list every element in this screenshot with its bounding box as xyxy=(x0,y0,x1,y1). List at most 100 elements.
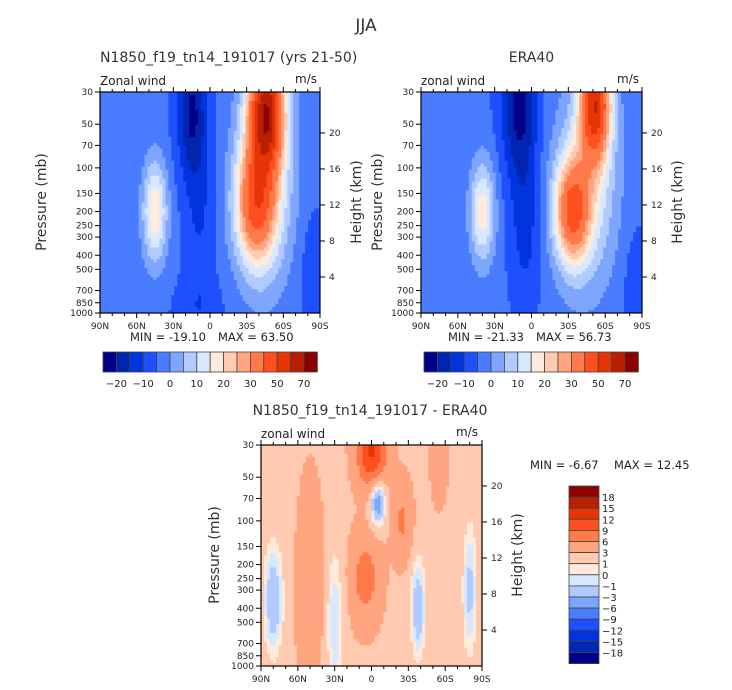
heatmap-cell xyxy=(141,286,145,290)
heatmap-cell xyxy=(287,283,291,287)
heatmap-cell xyxy=(251,106,255,111)
heatmap-cell xyxy=(236,178,241,182)
heatmap-cell xyxy=(168,247,172,251)
heatmap-cell xyxy=(224,169,229,174)
heatmap-cell xyxy=(275,154,279,159)
heatmap-cell xyxy=(227,238,232,242)
heatmap-cell xyxy=(186,190,190,194)
heatmap-cell xyxy=(162,307,166,311)
heatmap-cell xyxy=(257,268,261,272)
heatmap-cell xyxy=(287,259,291,263)
heatmap-cell xyxy=(135,310,140,314)
heatmap-cell xyxy=(248,121,253,126)
heatmap-cell xyxy=(156,295,160,299)
heatmap-cell xyxy=(105,178,110,182)
heatmap-cell xyxy=(215,244,220,248)
heatmap-cell xyxy=(150,286,154,290)
heatmap-cell xyxy=(147,139,151,144)
heatmap-cell xyxy=(218,301,223,305)
heatmap-cell xyxy=(239,211,244,215)
heatmap-cell xyxy=(195,262,199,266)
heatmap-cell xyxy=(156,112,160,117)
heatmap-cell xyxy=(192,178,196,182)
heatmap-cell xyxy=(284,130,288,135)
heatmap-cell xyxy=(129,259,134,263)
heatmap-cell xyxy=(138,268,143,272)
heatmap-cell xyxy=(260,163,264,168)
heatmap-cell xyxy=(108,304,113,308)
heatmap-cell xyxy=(111,247,116,251)
heatmap-cell xyxy=(198,190,202,194)
heatmap-cell xyxy=(242,205,247,209)
heatmap-cell xyxy=(129,262,134,266)
heatmap-cell xyxy=(242,208,247,212)
heatmap-cell xyxy=(174,106,178,111)
heatmap-cell xyxy=(266,100,270,105)
heatmap-cell xyxy=(192,235,196,239)
heatmap-cell xyxy=(230,115,235,120)
heatmap-cell xyxy=(281,217,285,221)
heatmap-cell xyxy=(254,241,258,245)
heatmap-cell xyxy=(257,244,261,248)
heatmap-cell xyxy=(251,175,255,180)
heatmap-cell xyxy=(111,115,116,120)
heatmap-cell xyxy=(153,298,157,302)
heatmap-cell xyxy=(230,193,235,197)
heatmap-cell xyxy=(129,199,134,203)
heatmap-cell xyxy=(236,166,241,171)
heatmap-cell xyxy=(201,169,205,174)
heatmap-cell xyxy=(120,277,125,281)
heatmap-cell xyxy=(272,223,276,227)
heatmap-cell xyxy=(198,253,202,257)
heatmap-cell xyxy=(233,94,238,99)
heatmap-cell xyxy=(198,160,202,165)
heatmap-cell xyxy=(195,157,199,162)
heatmap-cell xyxy=(123,298,128,302)
heatmap-cell xyxy=(174,295,178,299)
heatmap-cell xyxy=(174,283,178,287)
heatmap-cell xyxy=(156,256,160,260)
heatmap-cell xyxy=(183,286,187,290)
heatmap-cell xyxy=(227,181,232,185)
heatmap-cell xyxy=(284,163,288,168)
heatmap-cell xyxy=(204,148,208,153)
heatmap-cell xyxy=(183,142,187,147)
heatmap-cell xyxy=(153,217,157,221)
heatmap-cell xyxy=(260,235,264,239)
heatmap-cell xyxy=(257,178,261,182)
heatmap-cell xyxy=(296,214,300,218)
heatmap-cell xyxy=(192,256,196,260)
heatmap-cell xyxy=(293,133,297,138)
heatmap-cell xyxy=(275,241,279,245)
heatmap-cell xyxy=(204,187,208,191)
heatmap-cell xyxy=(284,232,288,236)
heatmap-cell xyxy=(153,145,157,150)
heatmap-cell xyxy=(281,148,285,153)
heatmap-cell xyxy=(224,265,229,269)
heatmap-cell xyxy=(212,274,217,278)
heatmap-cell xyxy=(168,277,172,281)
heatmap-cell xyxy=(230,271,235,275)
heatmap-cell xyxy=(198,139,202,144)
heatmap-cell xyxy=(218,97,223,102)
heatmap-cell xyxy=(111,130,116,135)
heatmap-cell xyxy=(174,253,178,257)
heatmap-cell xyxy=(275,92,279,96)
heatmap-cell xyxy=(221,139,226,144)
heatmap-cell xyxy=(198,277,202,281)
heatmap-cell xyxy=(192,286,196,290)
heatmap-cell xyxy=(144,115,148,120)
heatmap-cell xyxy=(293,241,297,245)
heatmap-cell xyxy=(254,127,258,132)
heatmap-cell xyxy=(215,223,220,227)
heatmap-cell xyxy=(135,130,140,135)
heatmap-cell xyxy=(168,304,172,308)
heatmap-cell xyxy=(230,127,235,132)
heatmap-cell xyxy=(138,310,143,314)
heatmap-cell xyxy=(138,178,143,182)
heatmap-cell xyxy=(272,262,276,266)
heatmap-cell xyxy=(269,172,273,177)
heatmap-cell xyxy=(218,220,223,224)
heatmap-cell xyxy=(186,130,190,135)
heatmap-cell xyxy=(186,118,190,123)
